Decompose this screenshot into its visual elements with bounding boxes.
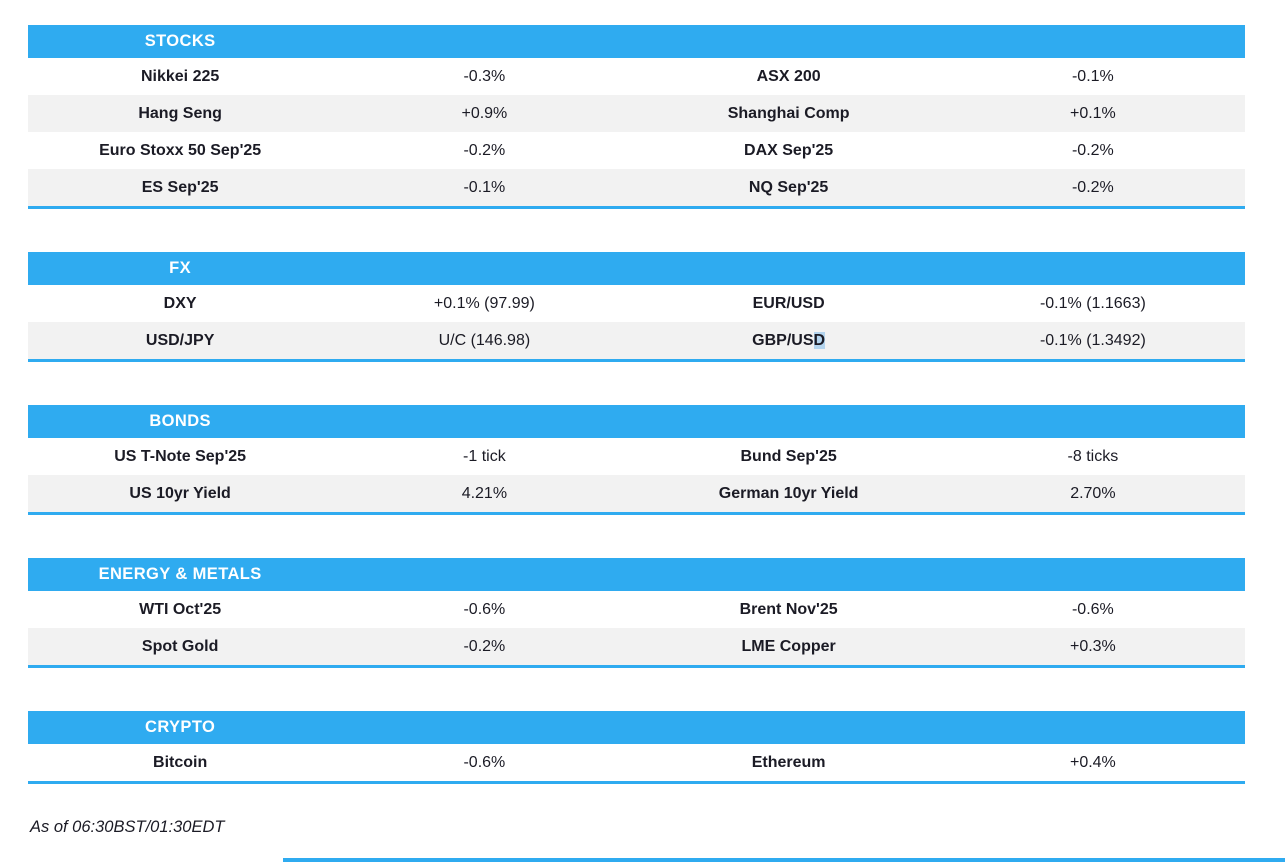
instrument-name: ES Sep'25 xyxy=(141,178,219,196)
instrument-change: -0.6% xyxy=(1071,600,1114,618)
instrument-change: -0.6% xyxy=(463,600,506,618)
section-title: FX xyxy=(169,259,192,277)
instrument-change: +0.4% xyxy=(1069,753,1116,771)
section-crypto: CRYPTO Bitcoin -0.6% Ethereum +0.4% xyxy=(28,711,1245,784)
instrument-change: -0.2% xyxy=(463,141,506,159)
section-header: STOCKS xyxy=(28,25,1245,58)
bottom-divider-line xyxy=(283,858,1285,862)
section-title: CRYPTO xyxy=(145,718,216,736)
section-bonds: BONDS US T-Note Sep'25 -1 tick Bund Sep'25 -… xyxy=(28,405,1245,515)
instrument-name: Bund Sep'25 xyxy=(740,447,837,465)
instrument-change: +0.1% (97.99) xyxy=(433,294,535,312)
table-row: ES Sep'25 -0.1% NQ Sep'25 -0.2% xyxy=(28,169,1245,206)
section-header: ENERGY & METALS xyxy=(28,558,1245,591)
instrument-change: 4.21% xyxy=(461,484,508,502)
instrument-name: ASX 200 xyxy=(756,67,821,85)
instrument-name: US T-Note Sep'25 xyxy=(114,447,247,465)
instrument-change: -0.1% xyxy=(463,178,506,196)
instrument-name: Bitcoin xyxy=(153,753,208,771)
table-row: Nikkei 225 -0.3% ASX 200 -0.1% xyxy=(28,58,1245,95)
table-row: DXY +0.1% (97.99) EUR/USD -0.1% (1.1663) xyxy=(28,285,1245,322)
instrument-name: Shanghai Comp xyxy=(727,104,850,122)
instrument-change: 2.70% xyxy=(1070,484,1116,502)
instrument-name: German 10yr Yield xyxy=(718,484,859,502)
instrument-name: DAX Sep'25 xyxy=(744,141,834,159)
instrument-change: -0.6% xyxy=(463,753,506,771)
instrument-name: Spot Gold xyxy=(141,637,219,655)
table-row: Hang Seng +0.9% Shanghai Comp +0.1% xyxy=(28,95,1245,132)
instrument-change: +0.9% xyxy=(461,104,508,122)
instrument-change: -0.1% xyxy=(1071,67,1114,85)
instrument-name: EUR/USD xyxy=(752,294,825,312)
instrument-change: -8 ticks xyxy=(1067,447,1119,465)
instrument-name: Ethereum xyxy=(751,753,826,771)
text-selection: D xyxy=(813,331,826,349)
instrument-name: Euro Stoxx 50 Sep'25 xyxy=(99,141,262,159)
section-energy-metals: ENERGY & METALS WTI Oct'25 -0.6% Brent Nov'… xyxy=(28,558,1245,668)
instrument-change: -0.2% xyxy=(463,637,506,655)
section-fx: FX DXY +0.1% (97.99) EUR/USD -0.1% (1.1663) U… xyxy=(28,252,1245,362)
instrument-name: Brent Nov'25 xyxy=(739,600,838,618)
section-title: ENERGY & METALS xyxy=(98,565,262,583)
instrument-name: LME Copper xyxy=(741,637,836,655)
section-title: STOCKS xyxy=(144,32,216,50)
market-summary-table: STOCKS Nikkei 225 -0.3% ASX 200 -0.1% Hang Se… xyxy=(28,25,1245,827)
table-row: USD/JPY U/C (146.98) GBP/USD -0.1% (1.3492) xyxy=(28,322,1245,359)
section-header: CRYPTO xyxy=(28,711,1245,744)
instrument-name: WTI Oct'25 xyxy=(139,600,222,618)
table-row: Spot Gold -0.2% LME Copper +0.3% xyxy=(28,628,1245,665)
table-row: US T-Note Sep'25 -1 tick Bund Sep'25 -8 tic… xyxy=(28,438,1245,475)
instrument-name: Hang Seng xyxy=(138,104,222,122)
table-row: Bitcoin -0.6% Ethereum +0.4% xyxy=(28,744,1245,781)
instrument-name: NQ Sep'25 xyxy=(748,178,829,196)
table-row: US 10yr Yield 4.21% German 10yr Yield 2.70% xyxy=(28,475,1245,512)
instrument-change: -0.1% (1.3492) xyxy=(1039,331,1146,349)
instrument-change: +0.1% xyxy=(1069,104,1116,122)
instrument-change: -0.2% xyxy=(1071,178,1114,196)
table-row: WTI Oct'25 -0.6% Brent Nov'25 -0.6% xyxy=(28,591,1245,628)
section-header: FX xyxy=(28,252,1245,285)
instrument-change: +0.3% xyxy=(1069,637,1116,655)
instrument-change: U/C (146.98) xyxy=(438,331,531,349)
table-row: Euro Stoxx 50 Sep'25 -0.2% DAX Sep'25 -0.2% xyxy=(28,132,1245,169)
instrument-change: -0.1% (1.1663) xyxy=(1039,294,1146,312)
instrument-name: DXY xyxy=(163,294,197,312)
instrument-name: GBP/USD xyxy=(752,331,826,349)
instrument-change: -0.3% xyxy=(463,67,506,85)
instrument-name: Nikkei 225 xyxy=(140,67,220,85)
instrument-change: -0.2% xyxy=(1071,141,1114,159)
instrument-name: US 10yr Yield xyxy=(129,484,231,502)
instrument-name: USD/JPY xyxy=(145,331,215,349)
section-title: BONDS xyxy=(149,412,211,430)
instrument-change: -1 tick xyxy=(463,447,506,465)
section-stocks: STOCKS Nikkei 225 -0.3% ASX 200 -0.1% Hang Se… xyxy=(28,25,1245,209)
section-header: BONDS xyxy=(28,405,1245,438)
as-of-timestamp: As of 06:30BST/01:30EDT xyxy=(30,818,225,836)
